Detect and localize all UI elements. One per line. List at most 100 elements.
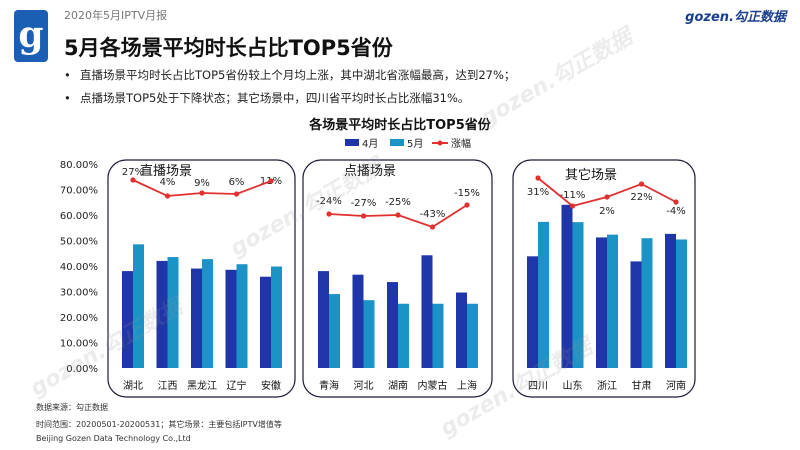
growth-point [569, 203, 576, 209]
x-tick-label: 山东 [563, 379, 583, 392]
growth-label: 2% [599, 206, 615, 217]
bar-may [167, 257, 179, 368]
growth-point [233, 191, 240, 197]
x-tick-label: 青海 [319, 379, 339, 392]
x-tick-label: 浙江 [597, 380, 617, 392]
y-tick-label: 30.00% [60, 288, 98, 299]
bar-apr [561, 204, 573, 368]
footer-company: Beijing Gozen Data Technology Co.,Ltd [36, 434, 191, 443]
x-tick-label: 黑龙江 [187, 379, 217, 392]
bar-apr [387, 282, 398, 368]
x-tick-label: 安徽 [261, 379, 281, 392]
growth-label: -4% [666, 206, 685, 217]
x-tick-label: 河北 [354, 380, 374, 392]
footer-period: 时间范围：20200501-20200531；其它场景：主要包括IPTV增值等 [36, 420, 282, 429]
scene-panel [107, 159, 296, 398]
bar-may [676, 239, 687, 368]
y-tick-label: 40.00% [60, 262, 98, 273]
x-tick-label: 四川 [528, 381, 548, 392]
bar-apr [318, 271, 329, 368]
bar-may [467, 303, 478, 368]
gozen-logo: g [14, 10, 48, 62]
x-tick-label: 河南 [666, 379, 686, 392]
page-title: 5月各场景平均时长占比TOP5省份 [64, 36, 393, 60]
legend-label: 5月 [407, 138, 423, 150]
growth-point [268, 178, 274, 184]
bar-may [236, 264, 248, 368]
bar-may [133, 244, 144, 368]
y-tick-label: 20.00% [60, 313, 98, 324]
legend-marker [437, 140, 443, 146]
growth-label: -24% [316, 196, 342, 207]
x-tick-label: 甘肃 [632, 379, 652, 392]
growth-point [326, 211, 332, 217]
bar-may [572, 222, 584, 368]
bar-apr [260, 276, 271, 368]
chart-title: 各场景平均时长占比TOP5省份 [309, 118, 491, 133]
scene-title: 直播场景 [140, 164, 192, 179]
y-tick-label: 50.00% [60, 237, 98, 248]
x-tick-label: 内蒙古 [418, 379, 448, 392]
scene-panel [302, 159, 493, 398]
bar-may [202, 259, 213, 368]
legend-label: 4月 [362, 138, 378, 150]
legend-label: 涨幅 [451, 137, 471, 150]
scene-title: 其它场景 [565, 167, 617, 183]
x-tick-label: 湖南 [388, 379, 408, 392]
brand-logo-text: gozen.勾正数据 [685, 10, 786, 25]
bar-may [398, 303, 409, 368]
growth-label: -15% [454, 188, 480, 199]
growth-label: 22% [630, 192, 652, 203]
growth-label: -43% [420, 209, 446, 220]
footer-source: 数据来源：勾正数据 [36, 403, 108, 412]
legend-swatch [345, 139, 359, 146]
growth-point [429, 224, 436, 230]
bar-apr [156, 260, 168, 368]
growth-label: -25% [385, 197, 411, 208]
bar-may [432, 303, 444, 368]
growth-point [464, 202, 470, 208]
bar-apr [421, 255, 433, 368]
y-tick-label: 0.00% [66, 364, 98, 375]
growth-point [199, 190, 205, 196]
growth-point [535, 175, 541, 181]
scene-panel [512, 159, 696, 398]
growth-label: 9% [194, 178, 210, 189]
y-tick-label: 70.00% [60, 186, 98, 197]
bar-apr [630, 261, 642, 368]
growth-point [130, 177, 136, 183]
y-tick-label: 60.00% [60, 211, 98, 222]
x-tick-label: 江西 [158, 380, 178, 392]
growth-label: -11% [560, 190, 586, 201]
bar-apr [596, 237, 607, 368]
growth-label: 4% [160, 177, 176, 188]
bullet-item: 点播场景TOP5处于下降状态；其它场景中，四川省平均时长占比涨幅31%。 [64, 87, 724, 110]
growth-point [673, 199, 679, 205]
scene-title: 点播场景 [344, 164, 396, 179]
bar-apr [456, 292, 467, 368]
report-label: 2020年5月IPTV月报 [64, 9, 168, 22]
growth-point [604, 194, 610, 200]
bar-may [271, 266, 282, 368]
bullet-item: 直播场景平均时长占比TOP5省份较上个月均上涨，其中湖北省涨幅最高，达到27%； [64, 64, 724, 87]
bar-apr [191, 268, 202, 368]
growth-label: -27% [351, 198, 377, 209]
legend-swatch [390, 139, 404, 146]
growth-label: 6% [229, 177, 245, 188]
x-tick-label: 湖北 [123, 380, 143, 392]
growth-point [360, 213, 367, 219]
bar-may [363, 300, 375, 368]
summary-bullets: 直播场景平均时长占比TOP5省份较上个月均上涨，其中湖北省涨幅最高，达到27%；… [64, 64, 724, 110]
bar-apr [352, 274, 364, 368]
bar-may [538, 221, 549, 368]
y-tick-label: 80.00% [60, 160, 98, 171]
bar-apr [527, 256, 538, 368]
x-tick-label: 辽宁 [227, 379, 247, 392]
bar-apr [225, 269, 237, 368]
bar-apr [665, 233, 676, 368]
growth-point [164, 193, 171, 199]
y-tick-label: 10.00% [60, 339, 98, 350]
bar-may [641, 238, 653, 368]
growth-label: 31% [527, 187, 549, 198]
